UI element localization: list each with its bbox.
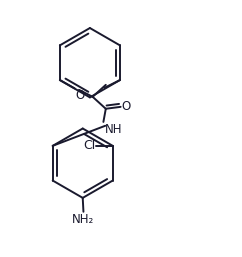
Text: NH₂: NH₂ [72, 213, 95, 226]
Text: O: O [75, 89, 84, 102]
Text: O: O [121, 100, 131, 113]
Text: Cl: Cl [83, 139, 95, 152]
Text: NH: NH [105, 123, 122, 136]
